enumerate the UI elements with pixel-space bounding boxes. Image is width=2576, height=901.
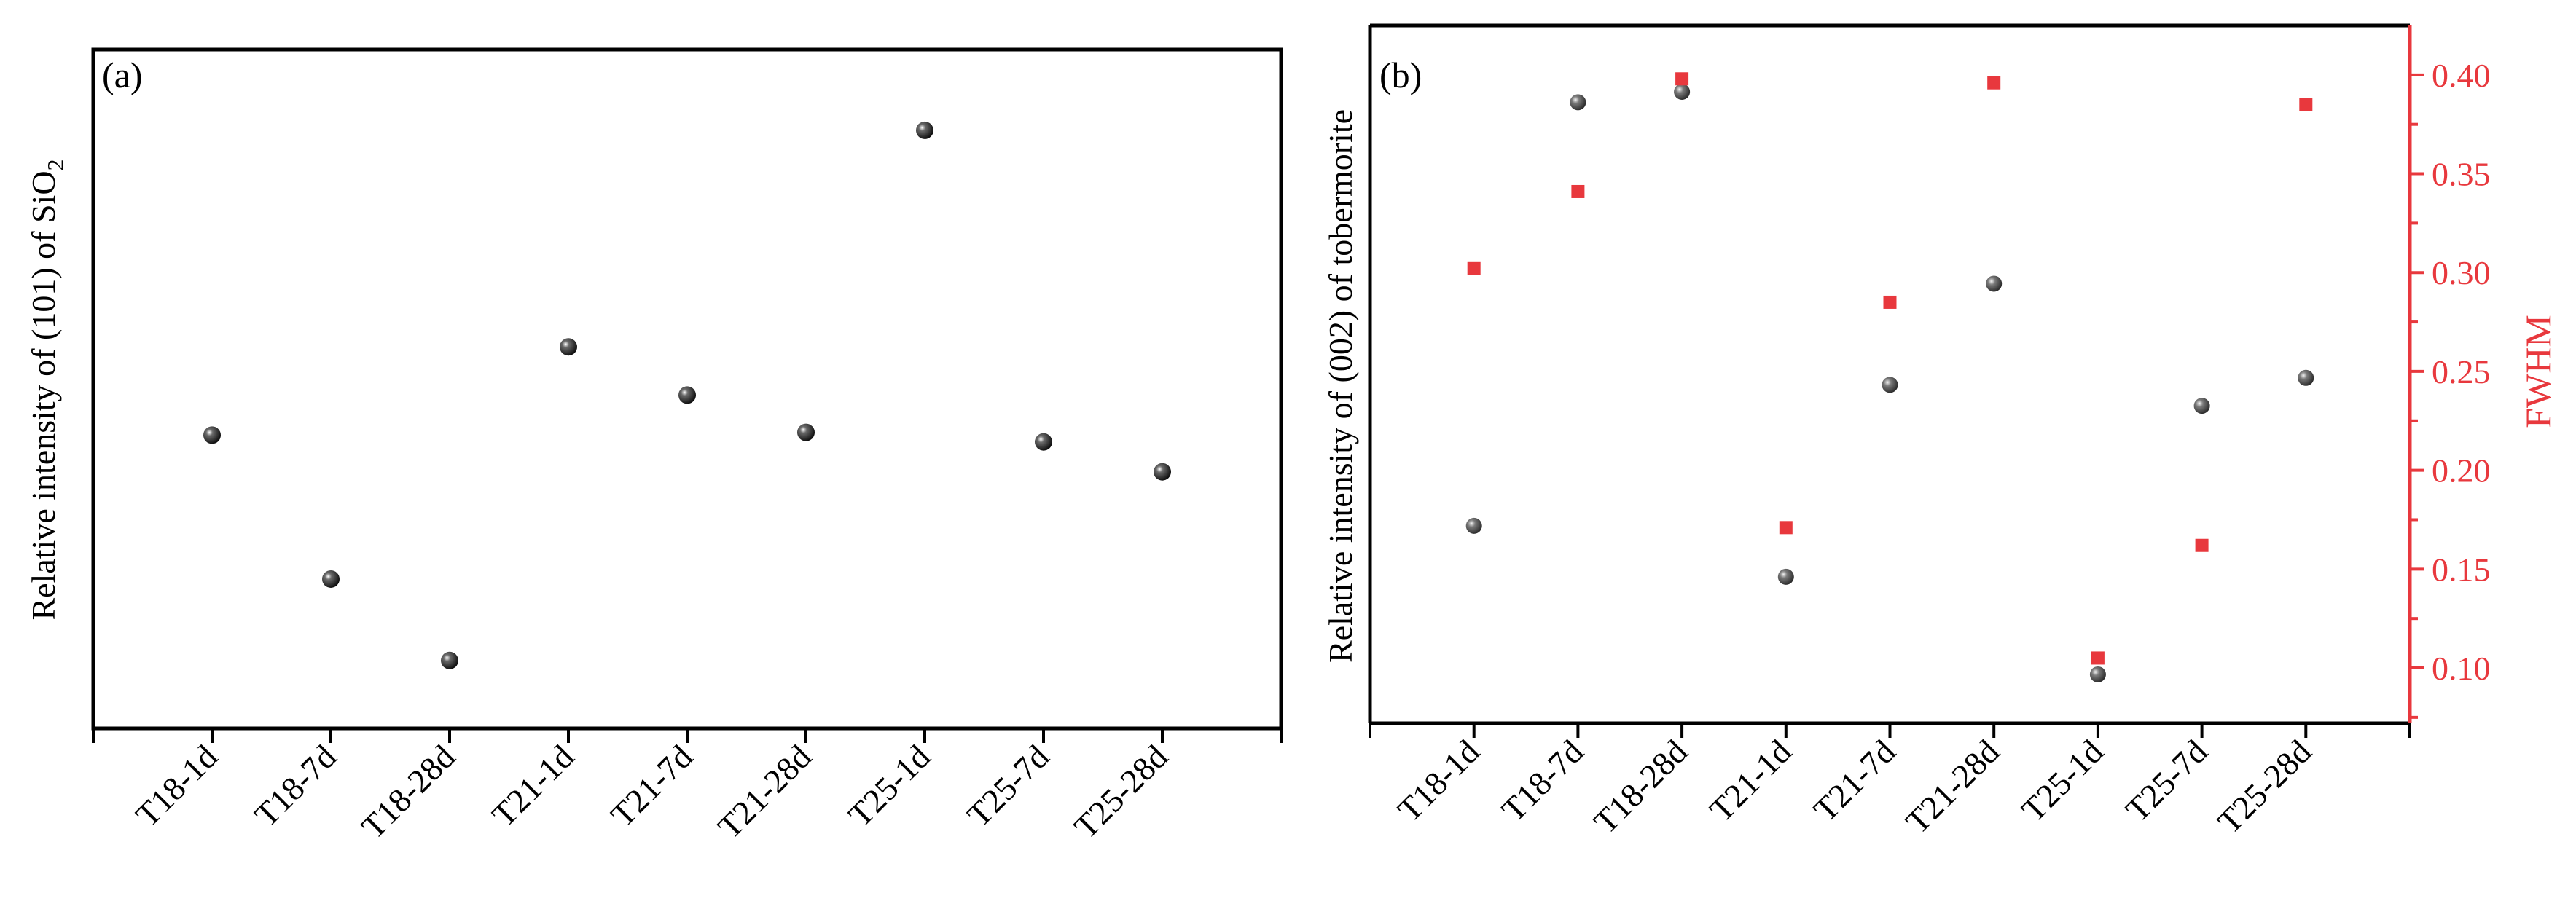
panel-b-fwhm-point: [1779, 521, 1793, 535]
panel-a-data-point: [322, 570, 340, 588]
panel-b-x-tick-label: T18-28d: [1586, 733, 1694, 841]
panel-b-y2-tick-label: 0.15: [2432, 551, 2491, 588]
panel-b: (b) Relative intensity of (002) of tober…: [1322, 23, 2559, 841]
panel-b-x-ticks: [1369, 723, 2411, 738]
panel-a-x-ticks: [92, 728, 1283, 743]
panel-b-x-tick-label: T21-7d: [1806, 733, 1903, 829]
panel-a-data-point: [441, 651, 458, 669]
panel-a-x-tick-label: T25-7d: [960, 738, 1056, 834]
panel-b-fwhm-point: [2299, 98, 2313, 111]
panel-b-intensity-point: [1882, 377, 1898, 393]
panel-b-label: (b): [1379, 55, 1422, 95]
panel-a-data-point: [560, 338, 577, 356]
panel-a-series-points: [203, 121, 1171, 669]
panel-b-series-fwhm: [1467, 72, 2313, 665]
panel-b-intensity-point: [2193, 398, 2210, 414]
panel-b-series-intensity: [1465, 84, 2314, 682]
panel-a-data-point: [1154, 463, 1171, 481]
panel-b-intensity-point: [1986, 275, 2003, 292]
panel-b-fwhm-point: [2195, 538, 2209, 552]
panel-b-y2-tick-label: 0.20: [2432, 452, 2491, 489]
panel-a-x-tick-labels: T18-1d T18-7d T18-28d T21-1d T21-7d T21-28d T2…: [128, 738, 1175, 846]
panel-a-x-tick-label: T18-7d: [247, 738, 343, 834]
panel-b-y2-tick-label: 0.40: [2432, 57, 2491, 94]
panel-b-y2-ticks: 0.10 0.15 0.20 0.25 0.30 0.35 0.40: [2410, 57, 2491, 719]
panel-a-x-tick-label: T18-1d: [128, 738, 224, 834]
panel-a-x-tick-label: T25-28d: [1067, 738, 1175, 846]
panel-a-label: (a): [102, 55, 143, 95]
panel-a-x-tick-label: T21-28d: [710, 738, 818, 846]
panel-b-x-tick-label: T18-7d: [1495, 733, 1591, 829]
panel-b-fwhm-point: [2091, 651, 2105, 665]
panel-a-data-point: [203, 426, 221, 444]
panel-a-data-point: [1035, 433, 1052, 451]
panel-b-y2-tick-label: 0.35: [2432, 156, 2491, 193]
panel-b-x-tick-label: T18-1d: [1390, 733, 1487, 829]
panel-b-x-tick-label: T21-28d: [1898, 733, 2006, 841]
panel-a-data-point: [916, 121, 933, 139]
panel-a-x-tick-label: T18-28d: [354, 738, 462, 846]
panel-b-fwhm-point: [1987, 76, 2001, 90]
panel-a-y-axis-label: Relative intensity of (101) of SiO2: [25, 159, 68, 620]
panel-b-intensity-point: [1674, 84, 1691, 101]
panel-a-data-point: [678, 386, 696, 404]
panel-a-y-axis-label-subscript: 2: [42, 159, 68, 170]
panel-a-y-axis-label-text: Relative intensity of (101) of SiO: [25, 170, 62, 620]
panel-a: (a) Relative intensity of (101) of SiO2 …: [25, 47, 1283, 846]
panel-b-fwhm-point: [1467, 261, 1481, 275]
panel-b-intensity-point: [2089, 666, 2106, 682]
panel-a-x-tick-label: T21-7d: [603, 738, 700, 834]
panel-b-intensity-point: [1777, 568, 1794, 585]
panel-b-fwhm-point: [1571, 184, 1585, 198]
panel-b-intensity-point: [1465, 517, 1482, 534]
panel-b-intensity-point: [2298, 369, 2314, 386]
panel-b-intensity-point: [1570, 94, 1586, 111]
panel-b-y2-tick-label: 0.10: [2432, 650, 2491, 687]
panel-b-y-axis-label: Relative intensity of (002) of tobermori…: [1322, 109, 1359, 663]
panel-b-fwhm-point: [1883, 295, 1897, 309]
panel-a-data-point: [797, 423, 815, 441]
panel-b-y2-tick-label: 0.25: [2432, 353, 2491, 390]
panel-b-x-tick-label: T25-28d: [2210, 733, 2318, 841]
panel-b-fwhm-point: [1675, 72, 1689, 86]
panel-b-y2-axis-label: FWHM: [2518, 315, 2559, 428]
panel-b-x-tick-label: T25-1d: [2014, 733, 2110, 829]
panel-b-x-tick-label: T21-1d: [1702, 733, 1798, 829]
panel-b-y2-tick-label: 0.30: [2432, 254, 2491, 291]
panel-b-x-tick-label: T25-7d: [2118, 733, 2215, 829]
panel-a-x-tick-label: T25-1d: [841, 738, 937, 834]
panel-a-x-tick-label: T21-1d: [485, 738, 581, 834]
